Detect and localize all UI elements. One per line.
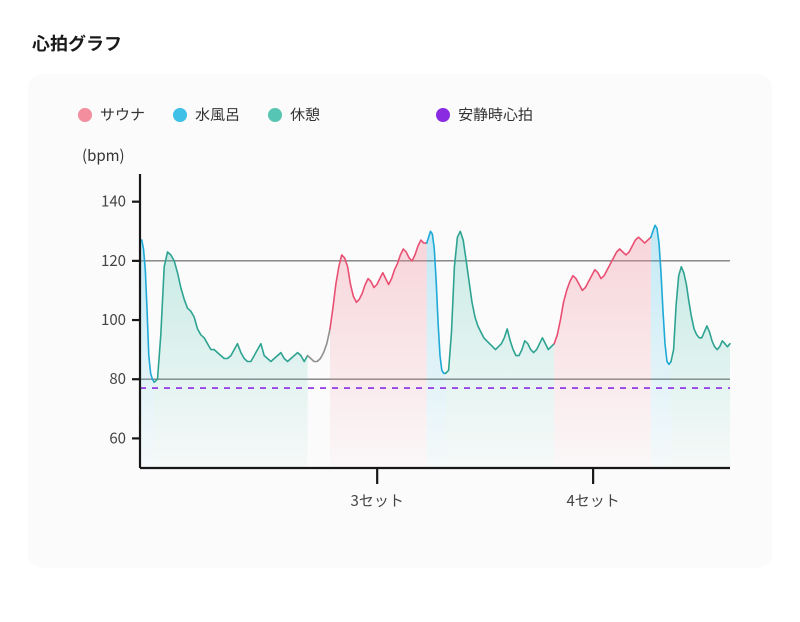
legend-label-resting: 安静時心拍 [458,104,533,125]
svg-text:80: 80 [109,368,126,389]
legend-item-sauna: サウナ [78,104,145,125]
legend-dot-sauna [78,108,92,122]
chart-wrap: 60 80 100 120 140 3セット 4セット [58,168,742,528]
legend-item-rest: 休憩 [268,104,320,125]
legend-item-cold: 水風呂 [173,104,240,125]
svg-text:140: 140 [101,191,126,212]
legend-item-resting: 安静時心拍 [436,104,533,125]
svg-text:4セット: 4セット [566,490,619,511]
legend-label-rest: 休憩 [290,104,320,125]
legend-dot-cold [173,108,187,122]
svg-text:100: 100 [101,309,126,330]
legend: サウナ 水風呂 休憩 安静時心拍 [78,104,742,125]
svg-text:3セット: 3セット [351,490,404,511]
page-title: 心拍グラフ [32,30,772,56]
y-axis-unit-label: (bpm) [82,145,742,166]
legend-label-sauna: サウナ [100,104,145,125]
legend-label-cold: 水風呂 [195,104,240,125]
svg-text:120: 120 [101,250,126,271]
hr-chart: 60 80 100 120 140 3セット 4セット [58,168,738,528]
svg-text:60: 60 [109,427,126,448]
legend-dot-resting [436,108,450,122]
chart-card: サウナ 水風呂 休憩 安静時心拍 (bpm) 60 80 100 120 140 3セット… [28,74,772,568]
legend-dot-rest [268,108,282,122]
